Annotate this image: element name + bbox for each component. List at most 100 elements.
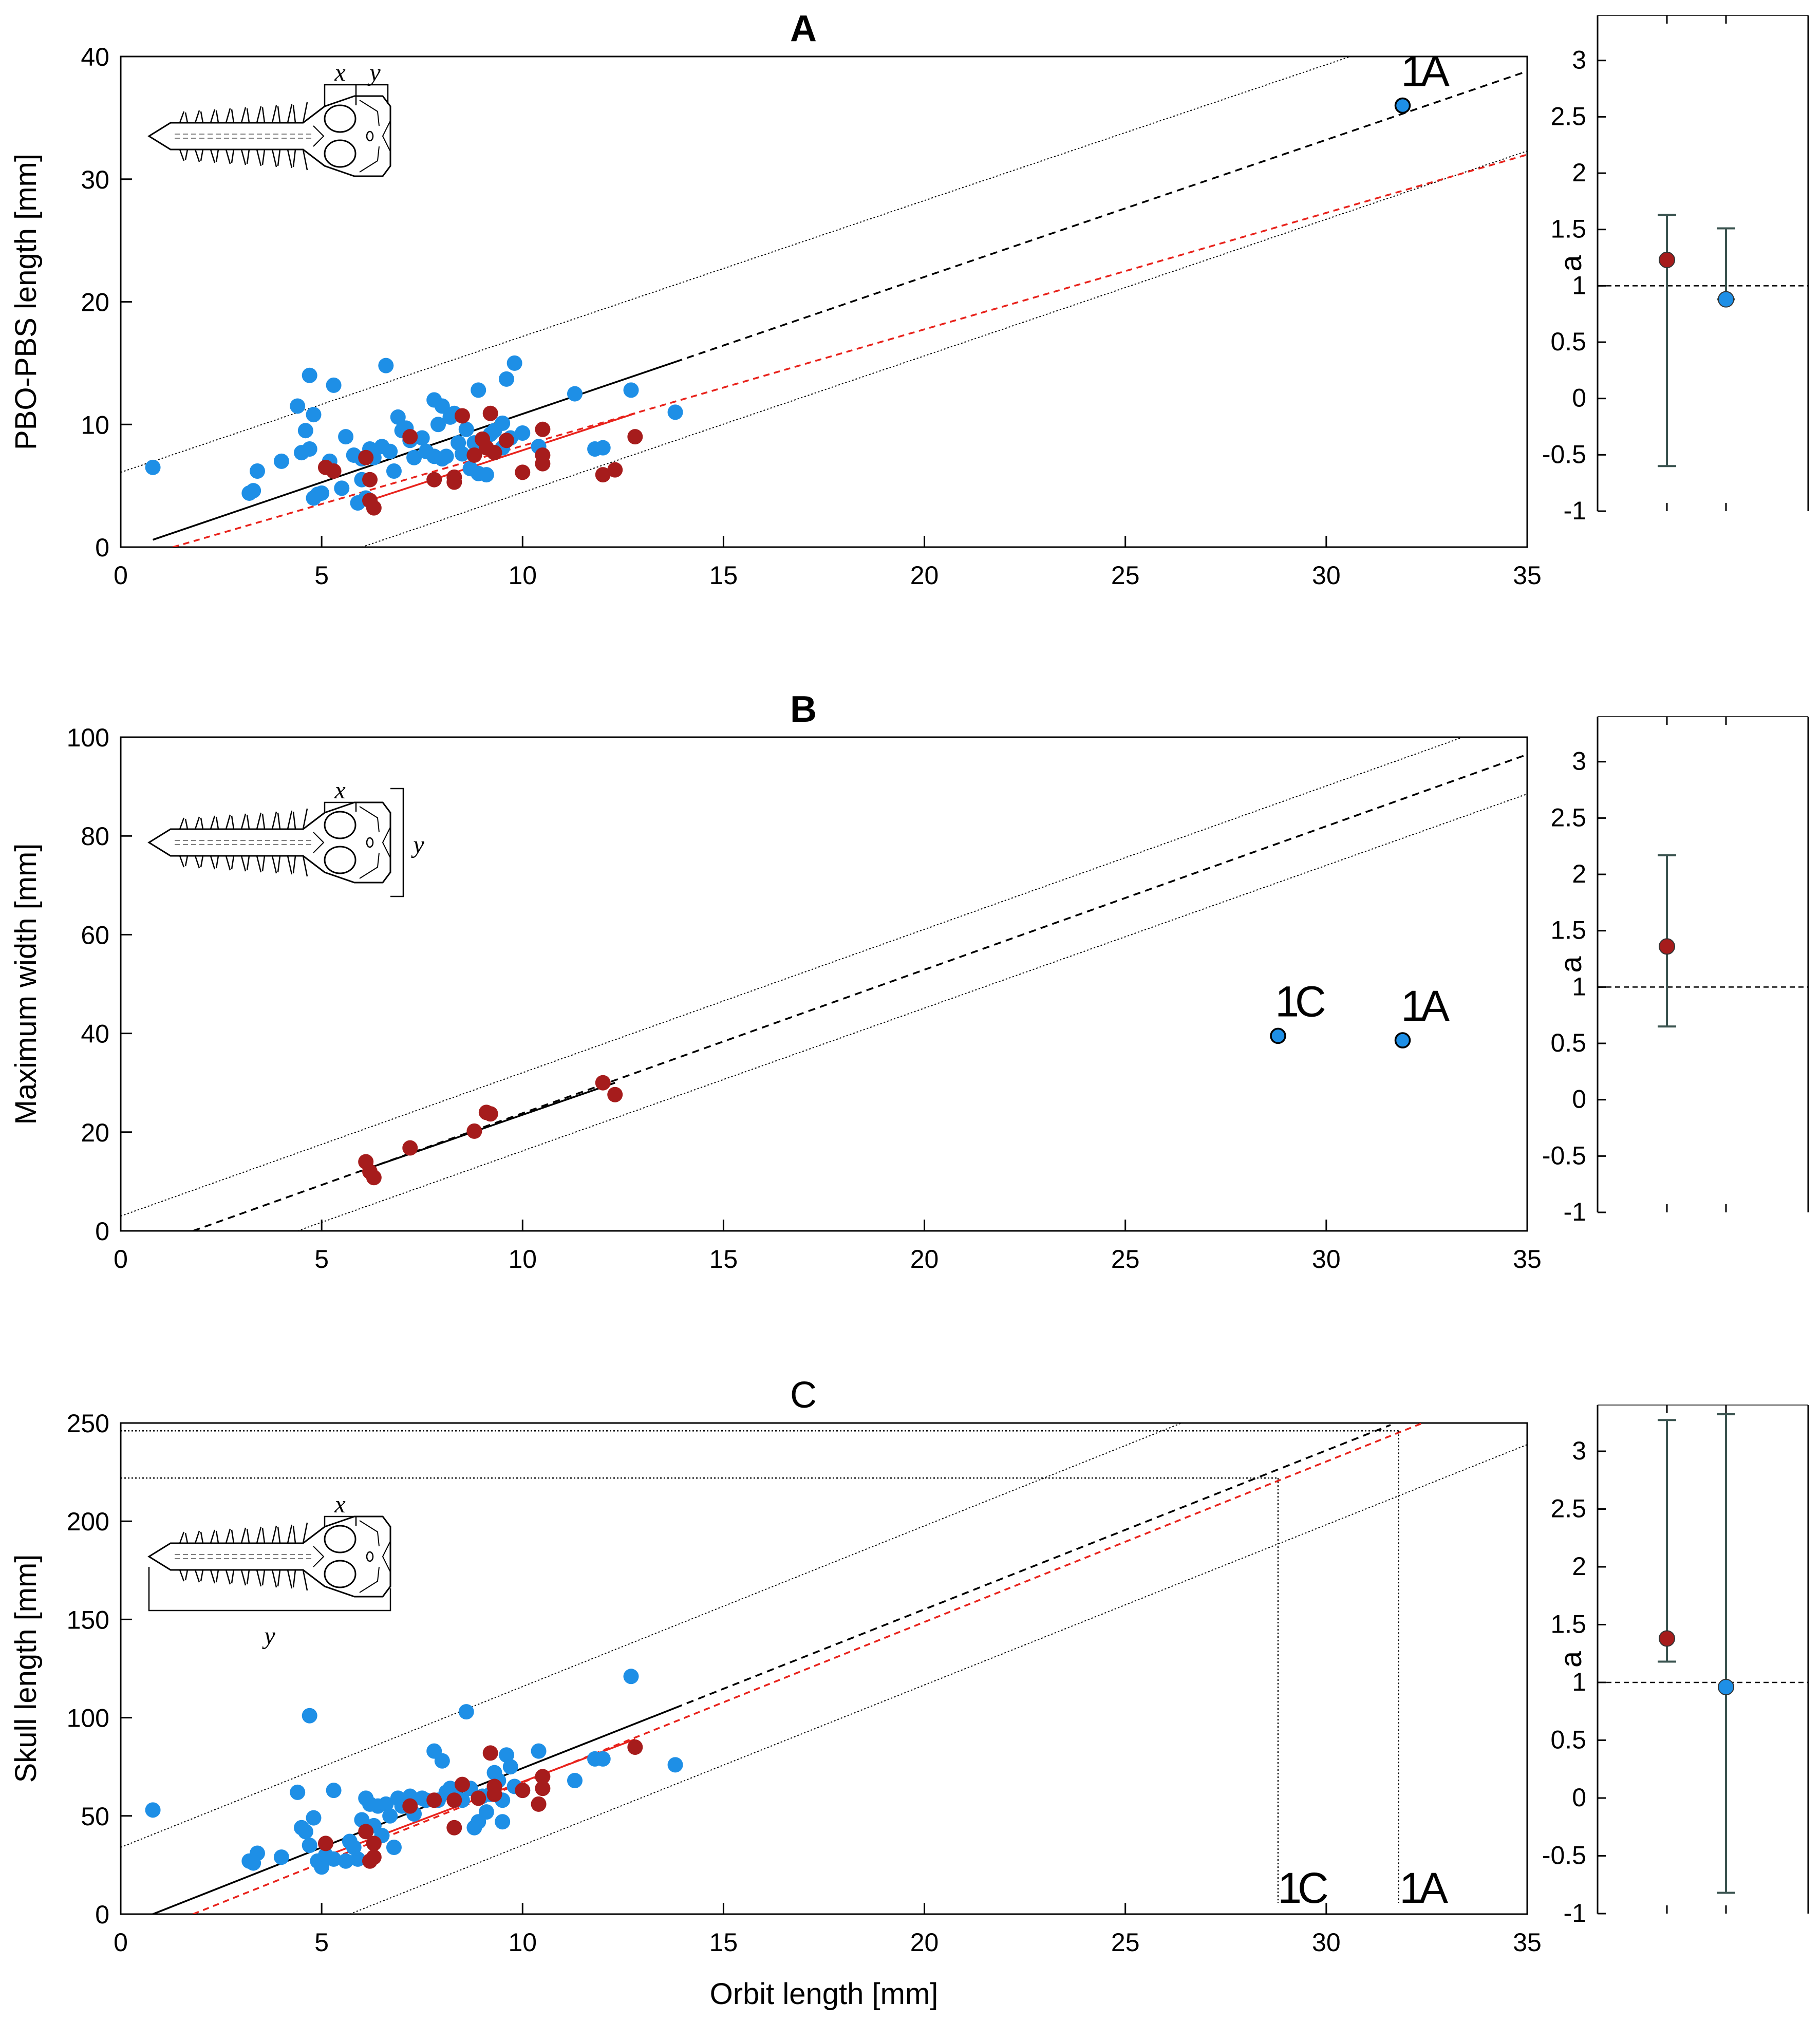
specimen-point	[1270, 1027, 1286, 1044]
plot-area	[120, 736, 1528, 1232]
x-tick-label: 20	[910, 561, 939, 590]
data-point-blue	[667, 404, 683, 420]
inset-y-tick-label: 2	[1572, 859, 1586, 888]
measure-label-y: y	[410, 831, 424, 858]
inset-y-tick-label: 2.5	[1550, 803, 1586, 832]
data-point-blue	[430, 417, 446, 433]
specimen-label: 1A	[1401, 982, 1450, 1030]
data-point-blue	[495, 415, 511, 431]
data-point-blue	[623, 1669, 639, 1684]
data-point-blue	[498, 1747, 514, 1763]
data-point-blue	[273, 453, 289, 469]
prediction-upper-line	[121, 1423, 1182, 1848]
data-point-red	[482, 405, 498, 421]
inset-red-estimate-point	[1659, 938, 1675, 955]
y-tick-label: 20	[81, 1118, 109, 1147]
data-point-red	[366, 1849, 382, 1865]
inset-blue-estimate-point	[1718, 1679, 1734, 1695]
measure-bracket	[324, 788, 404, 897]
points-layer	[145, 1669, 683, 1875]
data-point-red	[426, 472, 442, 488]
x-tick-label: 20	[910, 1245, 939, 1274]
data-point-red	[326, 463, 342, 479]
specimen-label: 1C	[1275, 977, 1325, 1025]
data-point-blue	[458, 421, 474, 437]
data-point-red	[595, 467, 611, 483]
measure-label-x: x	[334, 1491, 345, 1518]
inset-red-estimate-point	[1659, 1630, 1675, 1647]
data-point-blue	[145, 459, 161, 475]
inset-y-tick-label: 1.5	[1550, 1610, 1586, 1639]
data-point-blue	[434, 398, 450, 414]
data-point-red	[402, 1798, 418, 1814]
data-point-blue	[302, 1708, 317, 1724]
data-point-red	[366, 1170, 382, 1186]
data-point-blue	[458, 1704, 474, 1720]
panel-label: B	[790, 689, 817, 730]
data-point-red	[446, 1792, 462, 1808]
data-point-blue	[386, 463, 402, 479]
data-point-red	[317, 1836, 333, 1851]
x-tick-label: 25	[1111, 1245, 1140, 1274]
data-point-red	[498, 433, 514, 448]
inset-y-tick-label: -0.5	[1542, 1841, 1586, 1870]
x-tick-label: 10	[508, 1245, 537, 1274]
data-point-red	[446, 1820, 462, 1836]
data-point-blue	[406, 450, 422, 465]
specimen-point	[1394, 1032, 1411, 1049]
y-tick-label: 0	[95, 533, 109, 562]
x-tick-label: 15	[709, 561, 738, 590]
data-point-red	[535, 1769, 551, 1785]
data-point-blue	[386, 1839, 402, 1855]
y-axis-title: Skull length [mm]	[9, 1555, 43, 1783]
y-tick-label: 40	[81, 1020, 109, 1049]
inset-y-tick-label: 1.5	[1550, 215, 1586, 244]
data-point-blue	[438, 448, 454, 464]
data-point-red	[426, 1792, 442, 1808]
data-point-red	[607, 462, 623, 478]
y-tick-label: 0	[95, 1900, 109, 1929]
inset-y-tick-label: 0.5	[1550, 1028, 1586, 1057]
panel-label: A	[790, 8, 817, 49]
inset-y-tick-label: -1	[1564, 1197, 1586, 1226]
inset-y-tick-label: 2.5	[1550, 1494, 1586, 1523]
data-point-red	[515, 1783, 531, 1799]
x-axis-title: Orbit length [mm]	[710, 1977, 939, 2011]
data-point-blue	[595, 1751, 611, 1767]
data-point-blue	[382, 1808, 398, 1824]
data-point-blue	[567, 386, 583, 402]
y-tick-label: 50	[81, 1802, 109, 1831]
data-point-blue	[290, 398, 306, 414]
inset-y-axis-title: a	[1554, 1651, 1588, 1668]
data-point-blue	[326, 1851, 342, 1867]
x-tick-label: 35	[1513, 561, 1542, 590]
data-point-blue	[297, 1824, 313, 1840]
points-layer	[358, 1075, 623, 1186]
data-point-blue	[498, 371, 514, 387]
data-point-blue	[667, 1757, 683, 1773]
inset-y-tick-label: 1	[1572, 271, 1586, 299]
y-tick-label: 40	[81, 43, 109, 71]
data-point-red	[454, 408, 470, 424]
data-point-blue	[478, 1804, 494, 1820]
x-tick-label: 5	[314, 561, 329, 590]
measure-label-y: y	[367, 59, 381, 86]
data-point-blue	[354, 1812, 370, 1828]
measure-label-x: x	[334, 777, 345, 804]
data-point-red	[446, 474, 462, 490]
y-axis-title: Maximum width [mm]	[9, 844, 43, 1125]
inset-y-tick-label: 0	[1572, 1783, 1586, 1812]
panel-label: C	[790, 1375, 817, 1416]
inset-y-tick-label: 3	[1572, 1436, 1586, 1465]
data-point-blue	[378, 1796, 394, 1812]
data-point-blue	[302, 367, 317, 383]
x-tick-label: 30	[1312, 1245, 1341, 1274]
data-point-blue	[502, 1759, 518, 1775]
data-point-blue	[478, 467, 494, 483]
y-tick-label: 250	[67, 1409, 109, 1438]
inset-y-tick-label: 1.5	[1550, 916, 1586, 945]
plot-area	[120, 1422, 1528, 1915]
fit-line-black-extrapolated	[674, 1424, 1391, 1709]
data-point-red	[627, 429, 643, 445]
data-point-red	[362, 472, 378, 488]
